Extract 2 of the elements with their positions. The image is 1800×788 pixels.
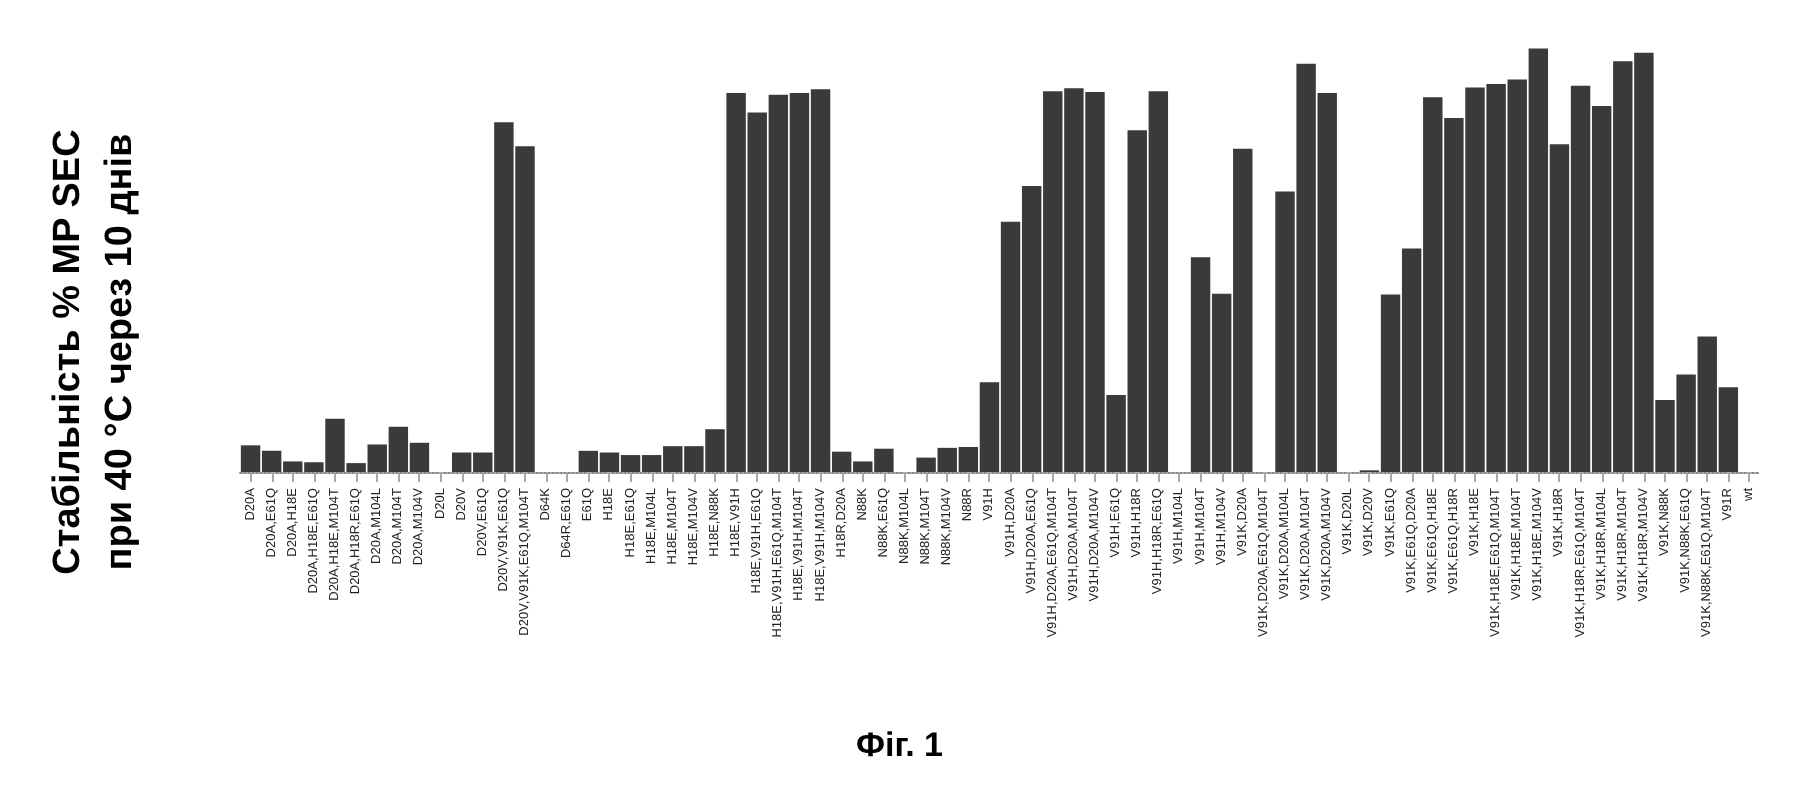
y-axis-title: Стабільність % MP SEC при 40 °C через 10 днів (47, 128, 141, 575)
text: Фіг. 1 (856, 726, 944, 764)
